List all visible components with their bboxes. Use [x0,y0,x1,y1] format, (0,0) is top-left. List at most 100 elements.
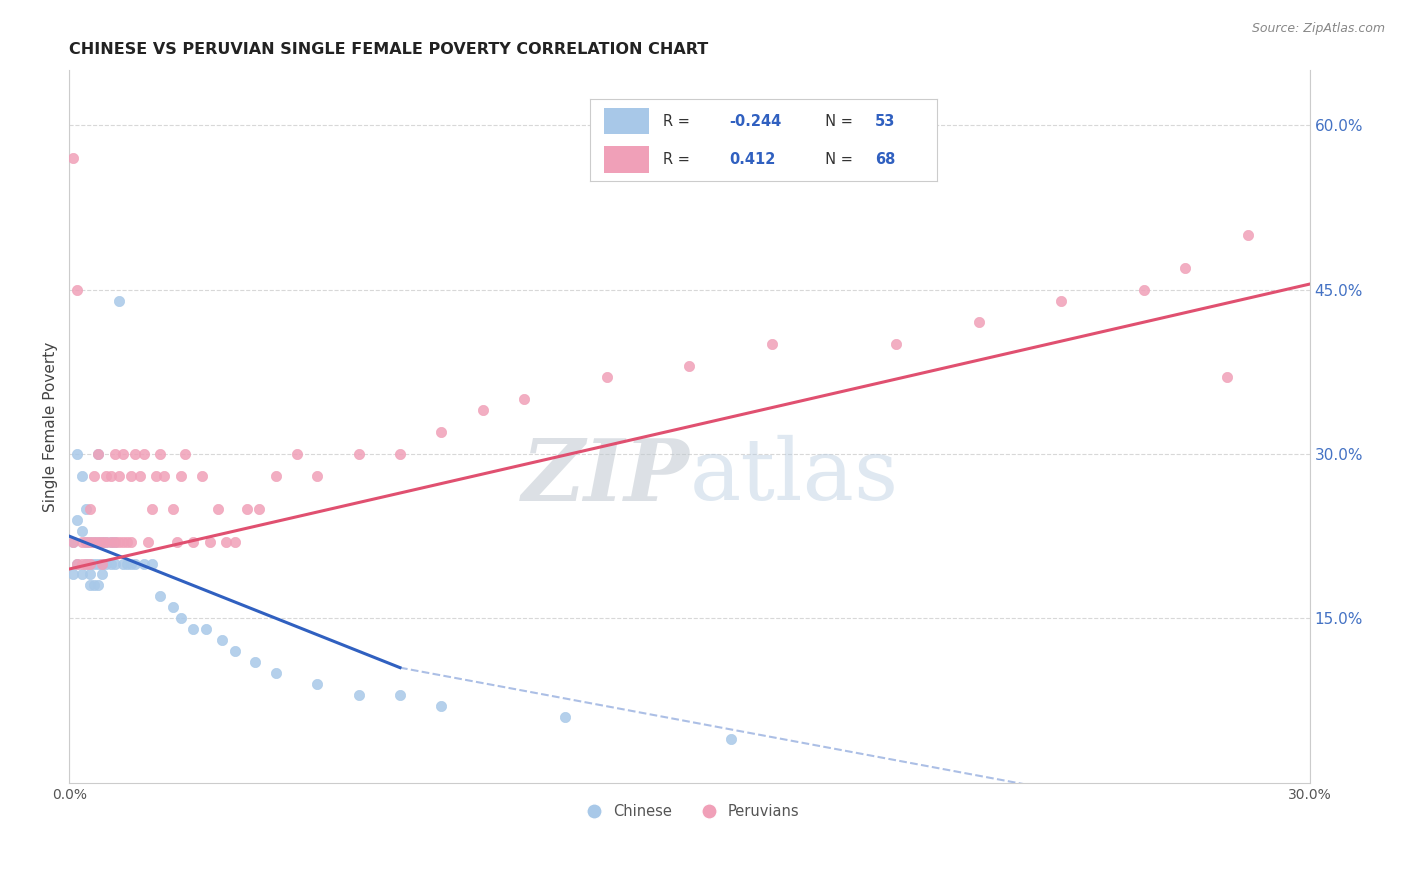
Point [145,468,167,483]
Point [347,447,370,461]
Point [100,557,122,571]
Point [1133,283,1156,297]
Point [62,534,84,549]
Point [162,501,184,516]
Text: atlas: atlas [689,434,898,518]
Point [120,468,142,483]
Point [104,534,127,549]
Point [554,710,576,724]
Point [215,534,238,549]
Point [1174,260,1197,275]
Point [224,534,246,549]
Point [66,557,89,571]
Point [87,447,110,461]
Point [149,447,172,461]
Point [141,557,163,571]
Point [79,501,101,516]
Text: ZIP: ZIP [522,434,689,518]
Point [111,557,134,571]
Point [75,557,97,571]
Point [149,590,172,604]
Point [96,534,118,549]
Point [190,468,212,483]
Point [66,513,89,527]
Point [347,688,370,702]
Point [285,447,308,461]
Point [181,622,204,636]
Point [194,622,217,636]
Point [264,468,287,483]
Point [884,337,907,351]
Point [720,731,742,746]
Point [307,677,329,691]
Point [108,293,131,308]
Point [104,447,127,461]
Point [87,578,110,592]
Point [388,688,411,702]
Point [75,534,97,549]
Point [66,447,89,461]
Point [70,524,93,538]
Point [170,611,193,625]
Point [62,151,84,165]
Point [83,557,105,571]
Point [111,447,134,461]
Point [211,633,233,648]
Point [170,468,193,483]
Point [678,359,700,374]
Point [100,468,122,483]
Point [79,557,101,571]
Point [761,337,783,351]
Point [83,468,105,483]
Point [198,534,221,549]
Point [70,557,93,571]
Point [162,600,184,615]
Point [153,468,176,483]
Point [104,534,127,549]
Point [120,534,142,549]
Point [111,534,134,549]
Point [87,534,110,549]
Point [115,557,138,571]
Point [87,534,110,549]
Y-axis label: Single Female Poverty: Single Female Poverty [44,342,58,512]
Point [75,534,97,549]
Point [70,534,93,549]
Point [96,468,118,483]
Point [513,392,536,406]
Point [70,468,93,483]
Point [91,534,114,549]
Point [245,655,267,669]
Point [100,534,122,549]
Point [62,534,84,549]
Point [224,644,246,658]
Point [79,578,101,592]
Point [124,557,146,571]
Point [430,425,453,439]
Point [91,534,114,549]
Point [96,534,118,549]
Point [79,534,101,549]
Point [100,534,122,549]
Point [91,567,114,582]
Text: CHINESE VS PERUVIAN SINGLE FEMALE POVERTY CORRELATION CHART: CHINESE VS PERUVIAN SINGLE FEMALE POVERT… [69,42,709,57]
Point [967,316,990,330]
Point [166,534,188,549]
Point [83,534,105,549]
Point [1236,227,1258,242]
Point [264,666,287,681]
Point [87,447,110,461]
Point [108,468,131,483]
Point [388,447,411,461]
Legend: Chinese, Peruvians: Chinese, Peruvians [574,798,806,825]
Point [115,534,138,549]
Point [120,557,142,571]
Point [79,567,101,582]
Point [207,501,229,516]
Point [83,578,105,592]
Point [132,447,155,461]
Point [136,534,159,549]
Point [430,698,453,713]
Point [132,557,155,571]
Point [87,557,110,571]
